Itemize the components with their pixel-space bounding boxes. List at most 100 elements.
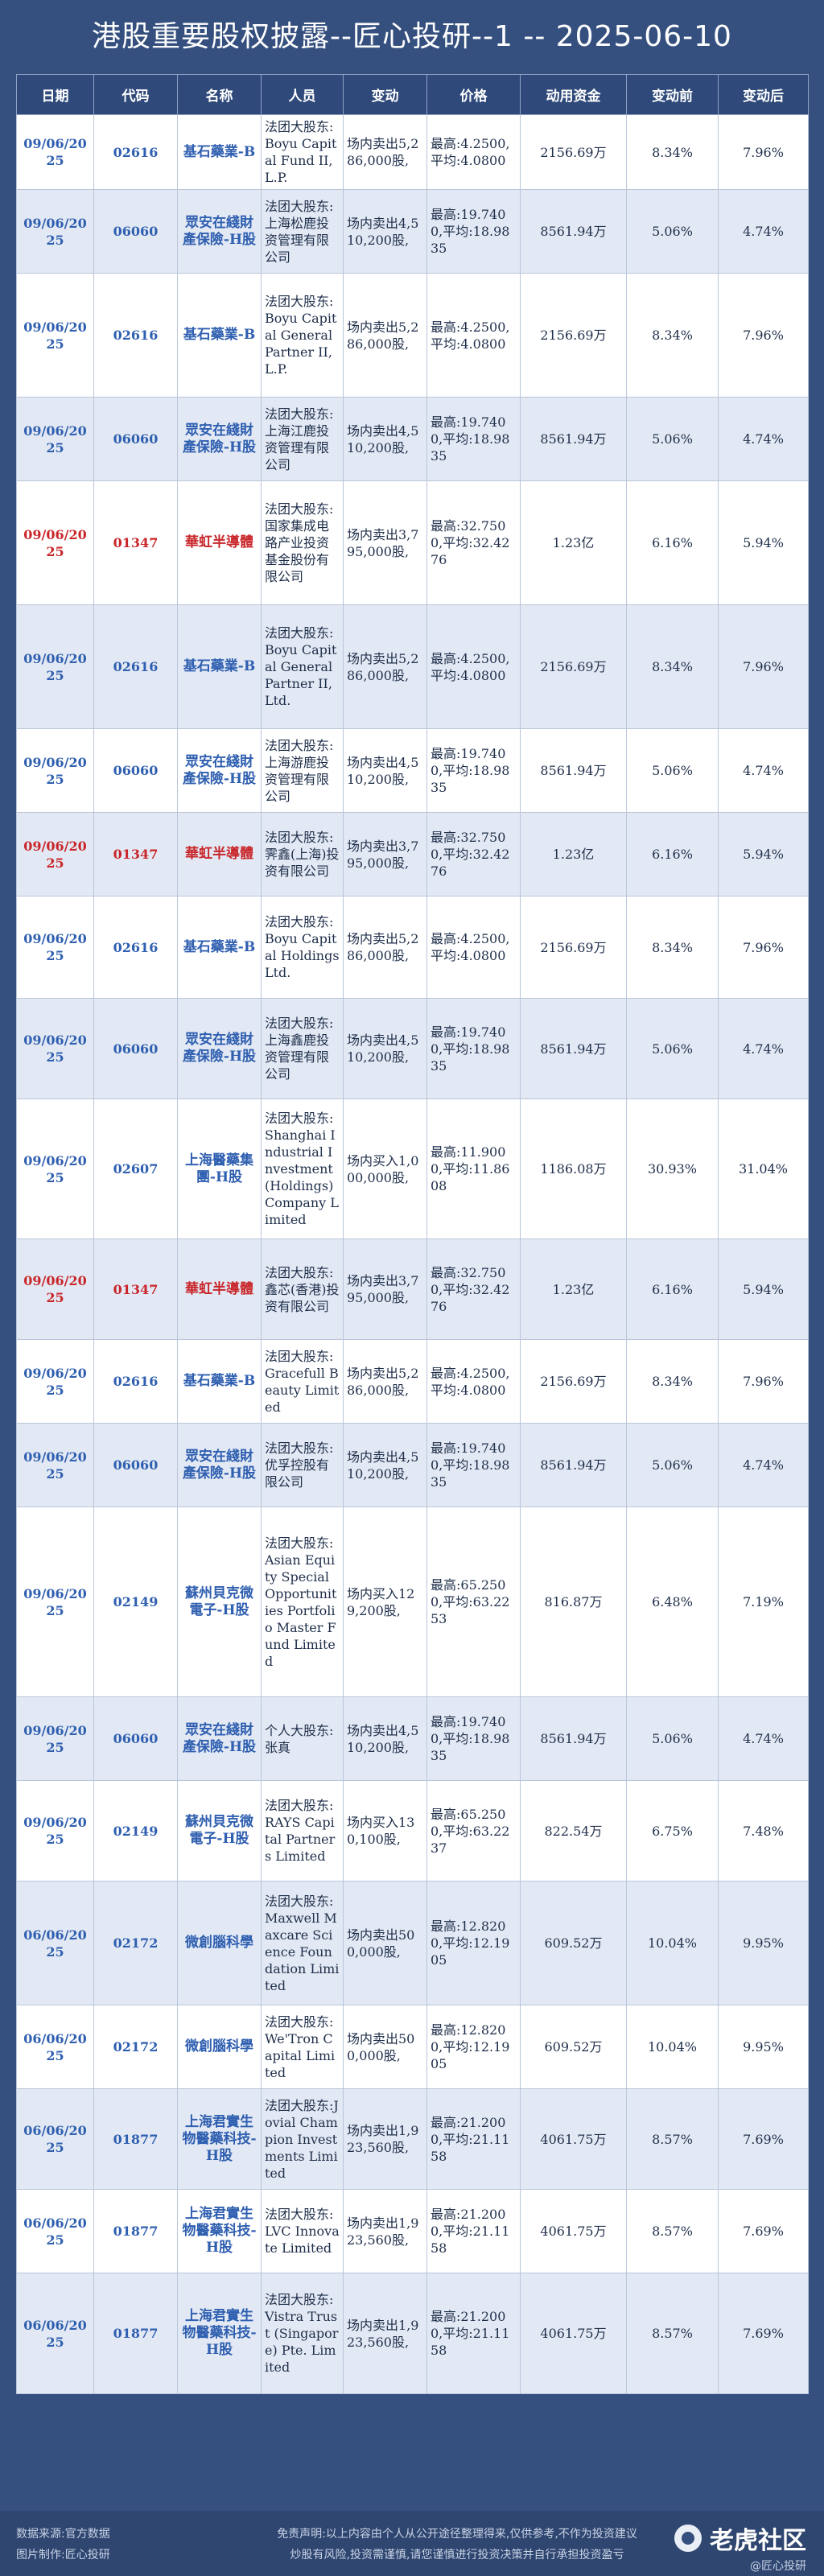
cell-change: 场内卖出3,795,000股, bbox=[343, 1239, 427, 1340]
table-row: 09/06/2025 02149 蘇州貝克微電子-H股 法团大股东:Asian Equ… bbox=[16, 1506, 809, 1697]
cell-date: 06/06/2025 bbox=[16, 1881, 94, 2005]
table-row: 09/06/2025 02616 基石藥業-B 法团大股东:Boyu Capital … bbox=[16, 896, 809, 999]
cell-code[interactable]: 02149 bbox=[93, 1780, 178, 1882]
cell-before: 8.57% bbox=[626, 2273, 719, 2394]
cell-code[interactable]: 02616 bbox=[93, 896, 178, 999]
cell-code[interactable]: 02616 bbox=[93, 1339, 178, 1424]
disclaimer: 免责声明:以上内容由个人从公开途径整理得来,仅供参考,不作为投资建议 炒股有风险… bbox=[256, 2524, 658, 2566]
cell-date: 09/06/2025 bbox=[16, 397, 94, 481]
cell-before: 8.34% bbox=[626, 896, 719, 999]
cell-capital: 2156.69万 bbox=[520, 1339, 627, 1424]
table-row: 06/06/2025 02172 微創腦科學 法团大股东:We'Tron Capita… bbox=[16, 2005, 809, 2089]
cell-code[interactable]: 02616 bbox=[93, 273, 178, 398]
cell-change: 场内卖出4,510,200股, bbox=[343, 189, 427, 274]
cell-name[interactable]: 基石藥業-B bbox=[177, 604, 262, 729]
cell-date: 09/06/2025 bbox=[16, 1098, 94, 1239]
cell-code[interactable]: 06060 bbox=[93, 1423, 178, 1507]
cell-name[interactable]: 上海醫藥集團-H股 bbox=[177, 1098, 262, 1239]
cell-price: 最高:4.2500,平均:4.0800 bbox=[426, 114, 521, 190]
cell-code[interactable]: 02616 bbox=[93, 604, 178, 729]
cell-name[interactable]: 眾安在綫財產保險-H股 bbox=[177, 1423, 262, 1507]
cell-before: 8.34% bbox=[626, 604, 719, 729]
cell-name[interactable]: 微創腦科學 bbox=[177, 1881, 262, 2005]
cell-before: 5.06% bbox=[626, 1423, 719, 1507]
cell-capital: 8561.94万 bbox=[520, 397, 627, 481]
cell-capital: 816.87万 bbox=[520, 1506, 627, 1697]
cell-code[interactable]: 02607 bbox=[93, 1098, 178, 1239]
cell-code[interactable]: 02172 bbox=[93, 2005, 178, 2089]
cell-date: 09/06/2025 bbox=[16, 114, 94, 190]
column-header: 价格 bbox=[426, 74, 521, 115]
cell-date: 09/06/2025 bbox=[16, 896, 94, 999]
cell-capital: 8561.94万 bbox=[520, 1423, 627, 1507]
cell-name[interactable]: 華虹半導體 bbox=[177, 1239, 262, 1340]
cell-name[interactable]: 華虹半導體 bbox=[177, 480, 262, 605]
cell-date: 06/06/2025 bbox=[16, 2273, 94, 2394]
cell-price: 最高:4.2500,平均:4.0800 bbox=[426, 896, 521, 999]
cell-name[interactable]: 基石藥業-B bbox=[177, 114, 262, 190]
cell-person: 法团大股东:Boyu Capital General Partner II, L… bbox=[261, 273, 344, 398]
cell-code[interactable]: 02172 bbox=[93, 1881, 178, 2005]
cell-code[interactable]: 01877 bbox=[93, 2189, 178, 2273]
cell-name[interactable]: 微創腦科學 bbox=[177, 2005, 262, 2089]
cell-date: 09/06/2025 bbox=[16, 728, 94, 813]
cell-person: 法团大股东:Jovial Champion Investments Limite… bbox=[261, 2088, 344, 2190]
cell-change: 场内卖出4,510,200股, bbox=[343, 1696, 427, 1781]
table-row: 06/06/2025 01877 上海君實生物醫藥科技-H股 法团大股东:LVC In… bbox=[16, 2189, 809, 2273]
cell-name[interactable]: 眾安在綫財產保險-H股 bbox=[177, 998, 262, 1099]
brand-handle: @匠心投研 bbox=[750, 2560, 806, 2573]
cell-name[interactable]: 蘇州貝克微電子-H股 bbox=[177, 1506, 262, 1697]
cell-after: 7.96% bbox=[718, 604, 809, 729]
cell-name[interactable]: 華虹半導體 bbox=[177, 812, 262, 896]
cell-before: 30.93% bbox=[626, 1098, 719, 1239]
cell-name[interactable]: 基石藥業-B bbox=[177, 1339, 262, 1424]
cell-code[interactable]: 06060 bbox=[93, 728, 178, 813]
cell-code[interactable]: 06060 bbox=[93, 998, 178, 1099]
cell-person: 法团大股东:Maxwell Maxcare Science Foundation… bbox=[261, 1881, 344, 2005]
cell-code[interactable]: 02616 bbox=[93, 114, 178, 190]
cell-name[interactable]: 眾安在綫財產保險-H股 bbox=[177, 189, 262, 274]
cell-date: 09/06/2025 bbox=[16, 1239, 94, 1340]
cell-price: 最高:4.2500,平均:4.0800 bbox=[426, 1339, 521, 1424]
cell-capital: 2156.69万 bbox=[520, 273, 627, 398]
cell-person: 法团大股东:RAYS Capital Partners Limited bbox=[261, 1780, 344, 1882]
cell-change: 场内买入1,000,000股, bbox=[343, 1098, 427, 1239]
cell-name[interactable]: 上海君實生物醫藥科技-H股 bbox=[177, 2189, 262, 2273]
cell-name[interactable]: 上海君實生物醫藥科技-H股 bbox=[177, 2273, 262, 2394]
cell-name[interactable]: 上海君實生物醫藥科技-H股 bbox=[177, 2088, 262, 2190]
cell-date: 09/06/2025 bbox=[16, 1780, 94, 1882]
column-header: 动用资金 bbox=[520, 74, 627, 115]
cell-change: 场内卖出3,795,000股, bbox=[343, 480, 427, 605]
cell-change: 场内卖出5,286,000股, bbox=[343, 114, 427, 190]
cell-price: 最高:65.2500,平均:63.2237 bbox=[426, 1780, 521, 1882]
cell-name[interactable]: 基石藥業-B bbox=[177, 273, 262, 398]
cell-code[interactable]: 06060 bbox=[93, 397, 178, 481]
cell-after: 4.74% bbox=[718, 998, 809, 1099]
table-body: 09/06/2025 02616 基石藥業-B 法团大股东:Boyu Capital … bbox=[16, 114, 809, 2394]
cell-name[interactable]: 眾安在綫財產保險-H股 bbox=[177, 728, 262, 813]
cell-code[interactable]: 02149 bbox=[93, 1506, 178, 1697]
cell-code[interactable]: 01347 bbox=[93, 812, 178, 896]
cell-name[interactable]: 基石藥業-B bbox=[177, 896, 262, 999]
cell-code[interactable]: 06060 bbox=[93, 1696, 178, 1781]
cell-before: 5.06% bbox=[626, 998, 719, 1099]
cell-after: 5.94% bbox=[718, 480, 809, 605]
cell-person: 法团大股东:上海鑫鹿投资管理有限公司 bbox=[261, 998, 344, 1099]
cell-code[interactable]: 01877 bbox=[93, 2088, 178, 2190]
cell-capital: 2156.69万 bbox=[520, 114, 627, 190]
cell-code[interactable]: 01877 bbox=[93, 2273, 178, 2394]
cell-code[interactable]: 01347 bbox=[93, 1239, 178, 1340]
cell-after: 31.04% bbox=[718, 1098, 809, 1239]
cell-person: 法团大股东:国家集成电路产业投资基金股份有限公司 bbox=[261, 480, 344, 605]
cell-code[interactable]: 01347 bbox=[93, 480, 178, 605]
disclosure-table: 日期 代码 名称 人员 变动 价格 动用资金 变动前 变动后 09/06/2025 02616 基石… bbox=[16, 74, 809, 2394]
table-row: 09/06/2025 01347 華虹半導體 法团大股东:霁鑫(上海)投资有限公司 场内… bbox=[16, 812, 809, 896]
cell-person: 法团大股东:LVC Innovate Limited bbox=[261, 2189, 344, 2273]
cell-price: 最高:32.7500,平均:32.4276 bbox=[426, 1239, 521, 1340]
cell-name[interactable]: 眾安在綫財產保險-H股 bbox=[177, 397, 262, 481]
cell-name[interactable]: 蘇州貝克微電子-H股 bbox=[177, 1780, 262, 1882]
cell-name[interactable]: 眾安在綫財產保險-H股 bbox=[177, 1696, 262, 1781]
cell-capital: 609.52万 bbox=[520, 1881, 627, 2005]
cell-after: 4.74% bbox=[718, 1423, 809, 1507]
cell-code[interactable]: 06060 bbox=[93, 189, 178, 274]
